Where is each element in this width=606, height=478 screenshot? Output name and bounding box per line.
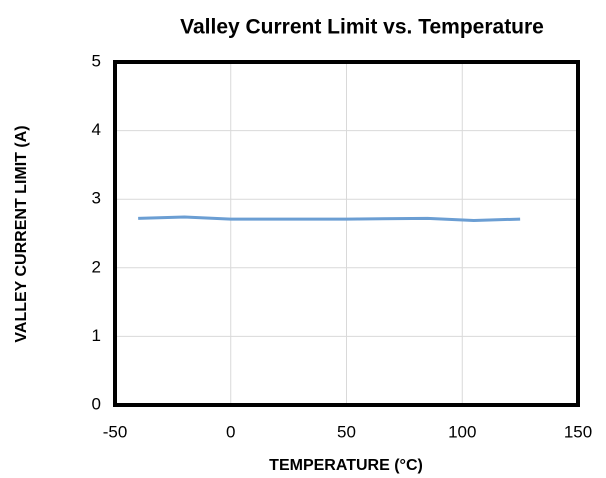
line-series [138,215,521,222]
y-tick-label: 2 [92,257,101,276]
x-tick-label: 150 [564,422,592,441]
x-tick-label: 100 [448,422,476,441]
chart-title: Valley Current Limit vs. Temperature [180,16,544,39]
x-tick-label: 0 [226,422,235,441]
x-tick-label: 50 [337,422,356,441]
y-tick-label: 4 [92,120,101,139]
y-tick-label: 0 [92,394,101,413]
y-axis-label: VALLEY CURRENT LIMIT (A) [13,125,30,342]
plot-border [113,60,580,407]
x-tick-label: -50 [103,422,128,441]
y-tick-label: 1 [92,326,101,345]
x-axis-label: TEMPERATURE (°C) [269,457,423,474]
y-tick-label: 3 [92,189,101,208]
y-tick-label: 5 [92,51,101,70]
